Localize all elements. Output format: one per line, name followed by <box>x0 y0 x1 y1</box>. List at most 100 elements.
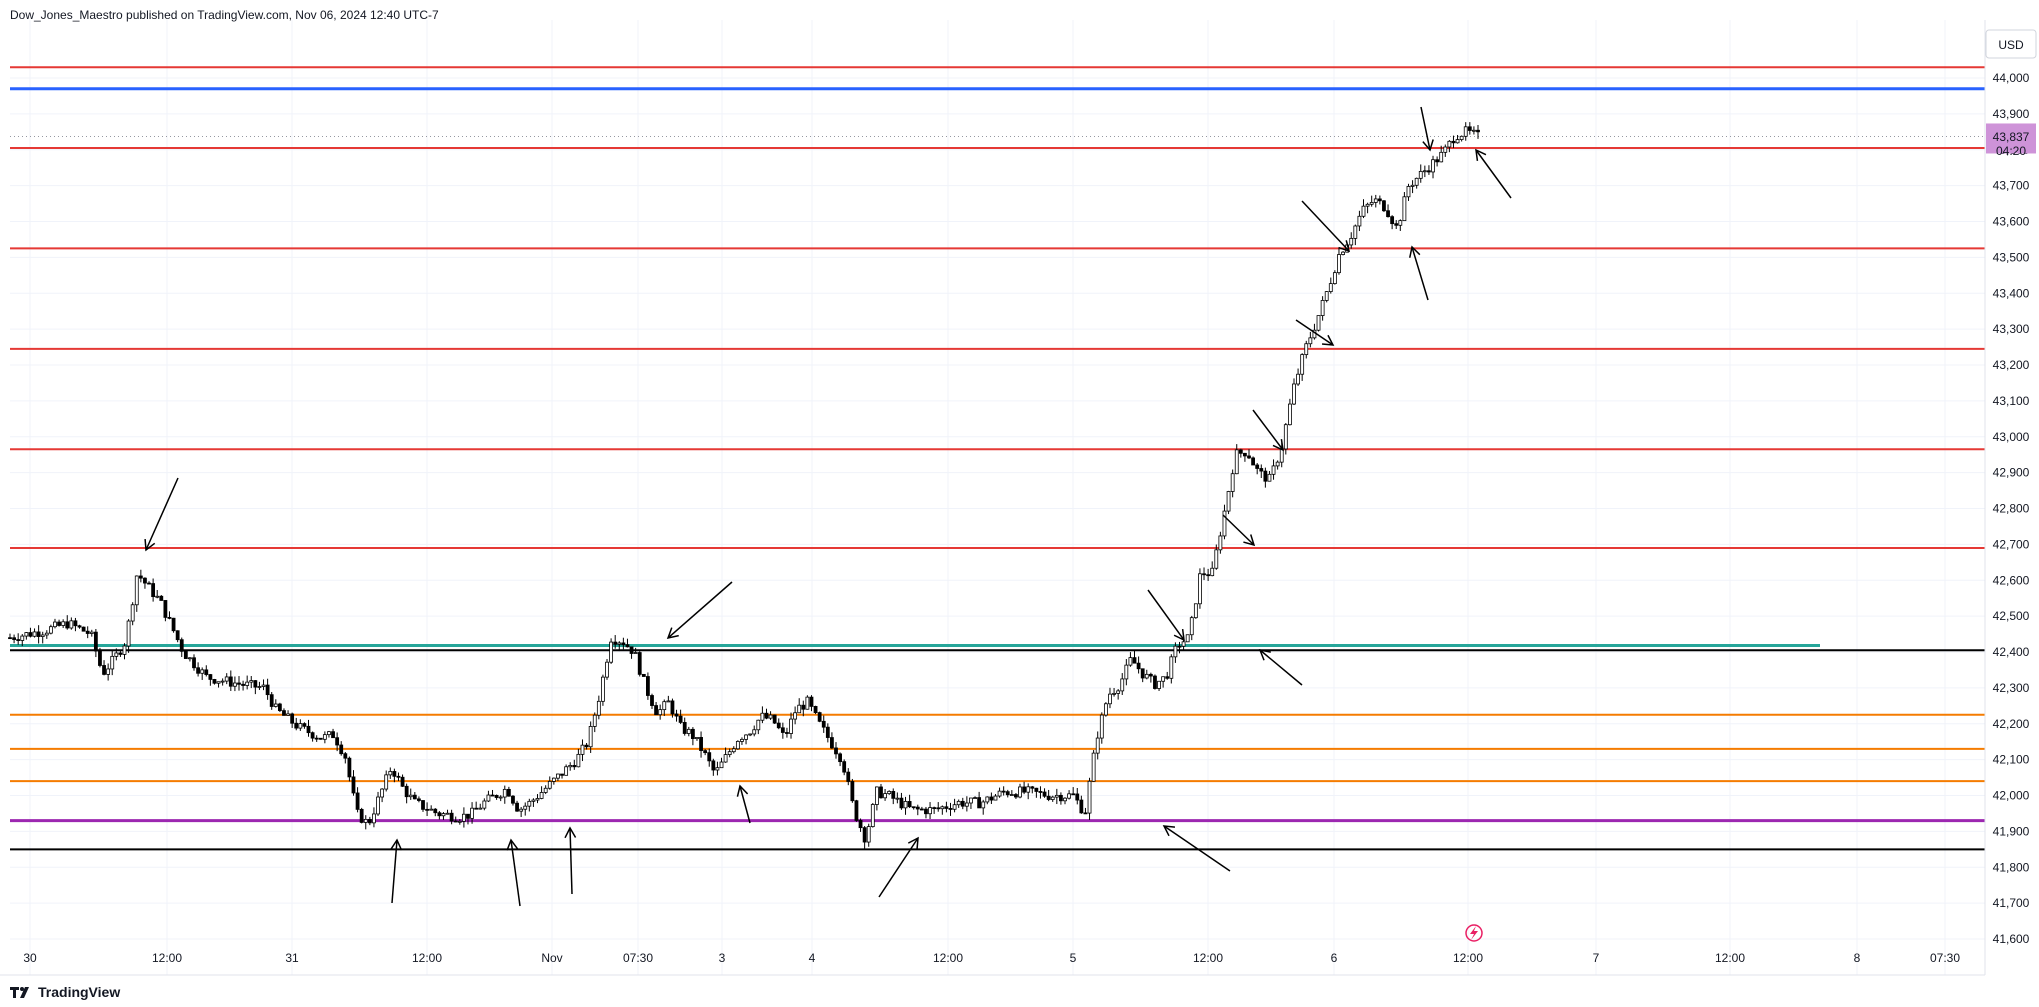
horizontal-levels[interactable] <box>10 66 1985 851</box>
tradingview-logo[interactable]: TradingView <box>10 984 120 1000</box>
candle <box>560 773 564 779</box>
time-tick-label: 4 <box>809 951 816 965</box>
candle <box>318 737 323 740</box>
price-tick-label: 42,600 <box>1993 573 2030 587</box>
candle <box>1189 615 1194 641</box>
candle <box>1259 464 1264 478</box>
price-axis[interactable]: 44,00043,90043,80043,70043,60043,50043,4… <box>1993 71 2030 946</box>
annotation-arrow[interactable] <box>144 477 179 552</box>
candle <box>834 742 838 759</box>
candle <box>707 748 712 767</box>
candle <box>731 746 736 754</box>
candle <box>478 803 483 810</box>
candle <box>273 699 278 708</box>
candle <box>57 619 61 627</box>
annotation-arrow[interactable] <box>666 581 733 640</box>
candle <box>441 812 446 820</box>
annotation-arrow[interactable] <box>1295 319 1335 346</box>
time-tick-label: 12:00 <box>412 951 442 965</box>
candle <box>220 678 225 686</box>
annotation-arrow[interactable] <box>1162 825 1231 872</box>
price-tick-label: 42,500 <box>1993 609 2030 623</box>
candle <box>1275 460 1280 470</box>
candle <box>183 650 188 659</box>
candle <box>1153 674 1157 690</box>
candle <box>453 816 458 823</box>
candle <box>249 676 254 689</box>
candle <box>1287 398 1292 426</box>
candle <box>1050 795 1055 802</box>
lightning-icon[interactable] <box>1465 924 1483 942</box>
annotation-arrow[interactable] <box>1258 648 1303 686</box>
annotation-arrow[interactable] <box>1475 148 1512 199</box>
candle <box>821 715 826 733</box>
candle <box>519 806 524 818</box>
annotation-arrow[interactable] <box>1420 106 1434 152</box>
candle <box>511 795 515 806</box>
candle <box>36 625 41 644</box>
candle <box>1140 668 1145 683</box>
price-tick-label: 41,600 <box>1993 932 2030 946</box>
annotation-arrow[interactable] <box>1301 200 1351 253</box>
annotation-arrow[interactable] <box>506 838 521 907</box>
candle <box>1046 789 1051 802</box>
candle <box>682 717 687 736</box>
price-tick-label: 43,100 <box>1993 394 2030 408</box>
candle <box>817 711 822 723</box>
current-price-value: 43,837 <box>1993 130 2030 144</box>
candle <box>1026 783 1031 800</box>
annotation-arrows[interactable] <box>144 106 1512 907</box>
candle <box>854 799 859 822</box>
annotation-arrow[interactable] <box>736 784 751 824</box>
candle <box>596 695 601 720</box>
candle <box>1001 786 1006 796</box>
time-tick-label: 30 <box>23 951 37 965</box>
candle <box>756 719 761 735</box>
candle <box>1263 467 1268 488</box>
candle <box>335 732 340 752</box>
candle <box>216 681 221 688</box>
time-tick-label: 12:00 <box>1453 951 1483 965</box>
price-tick-label: 42,000 <box>1993 789 2030 803</box>
candle <box>253 680 258 695</box>
annotation-arrow[interactable] <box>1409 245 1429 301</box>
candle <box>1337 247 1341 275</box>
annotation-arrow[interactable] <box>1252 409 1284 452</box>
annotation-arrow[interactable] <box>564 826 577 895</box>
candle <box>1377 195 1382 205</box>
candle <box>1177 641 1182 654</box>
candle <box>797 698 802 714</box>
time-tick-label: 8 <box>1854 951 1861 965</box>
annotation-arrow[interactable] <box>1222 514 1256 547</box>
publish-header: Dow_Jones_Maestro published on TradingVi… <box>10 8 439 22</box>
candle <box>126 619 131 653</box>
candle <box>1014 793 1018 799</box>
candle <box>805 695 810 710</box>
annotation-arrow[interactable] <box>390 838 403 904</box>
candle <box>314 735 319 742</box>
candle <box>556 773 560 782</box>
candle <box>964 796 969 812</box>
candle <box>93 628 98 658</box>
candle <box>944 801 949 813</box>
candle <box>870 802 875 828</box>
candle <box>887 790 892 795</box>
candle <box>212 678 217 685</box>
price-countdown: 04:20 <box>1996 144 2026 158</box>
candle <box>1083 807 1088 815</box>
time-axis[interactable]: 30 12:00 31 12:00 Nov 07:30 3 4 12:00 5 12:00 6 12:0… <box>23 951 1960 965</box>
time-tick-label: 7 <box>1593 951 1600 965</box>
currency-button[interactable]: USD <box>1985 29 2037 59</box>
candle <box>1418 164 1423 183</box>
candle <box>658 704 663 720</box>
annotation-arrow[interactable] <box>878 836 919 898</box>
time-tick-label: 3 <box>719 951 726 965</box>
candle <box>290 712 295 728</box>
candle <box>228 670 233 691</box>
price-tick-label: 41,700 <box>1993 896 2030 910</box>
candle <box>359 807 364 824</box>
annotation-arrow[interactable] <box>1147 589 1185 642</box>
candle <box>1447 140 1452 153</box>
candle <box>666 695 671 703</box>
